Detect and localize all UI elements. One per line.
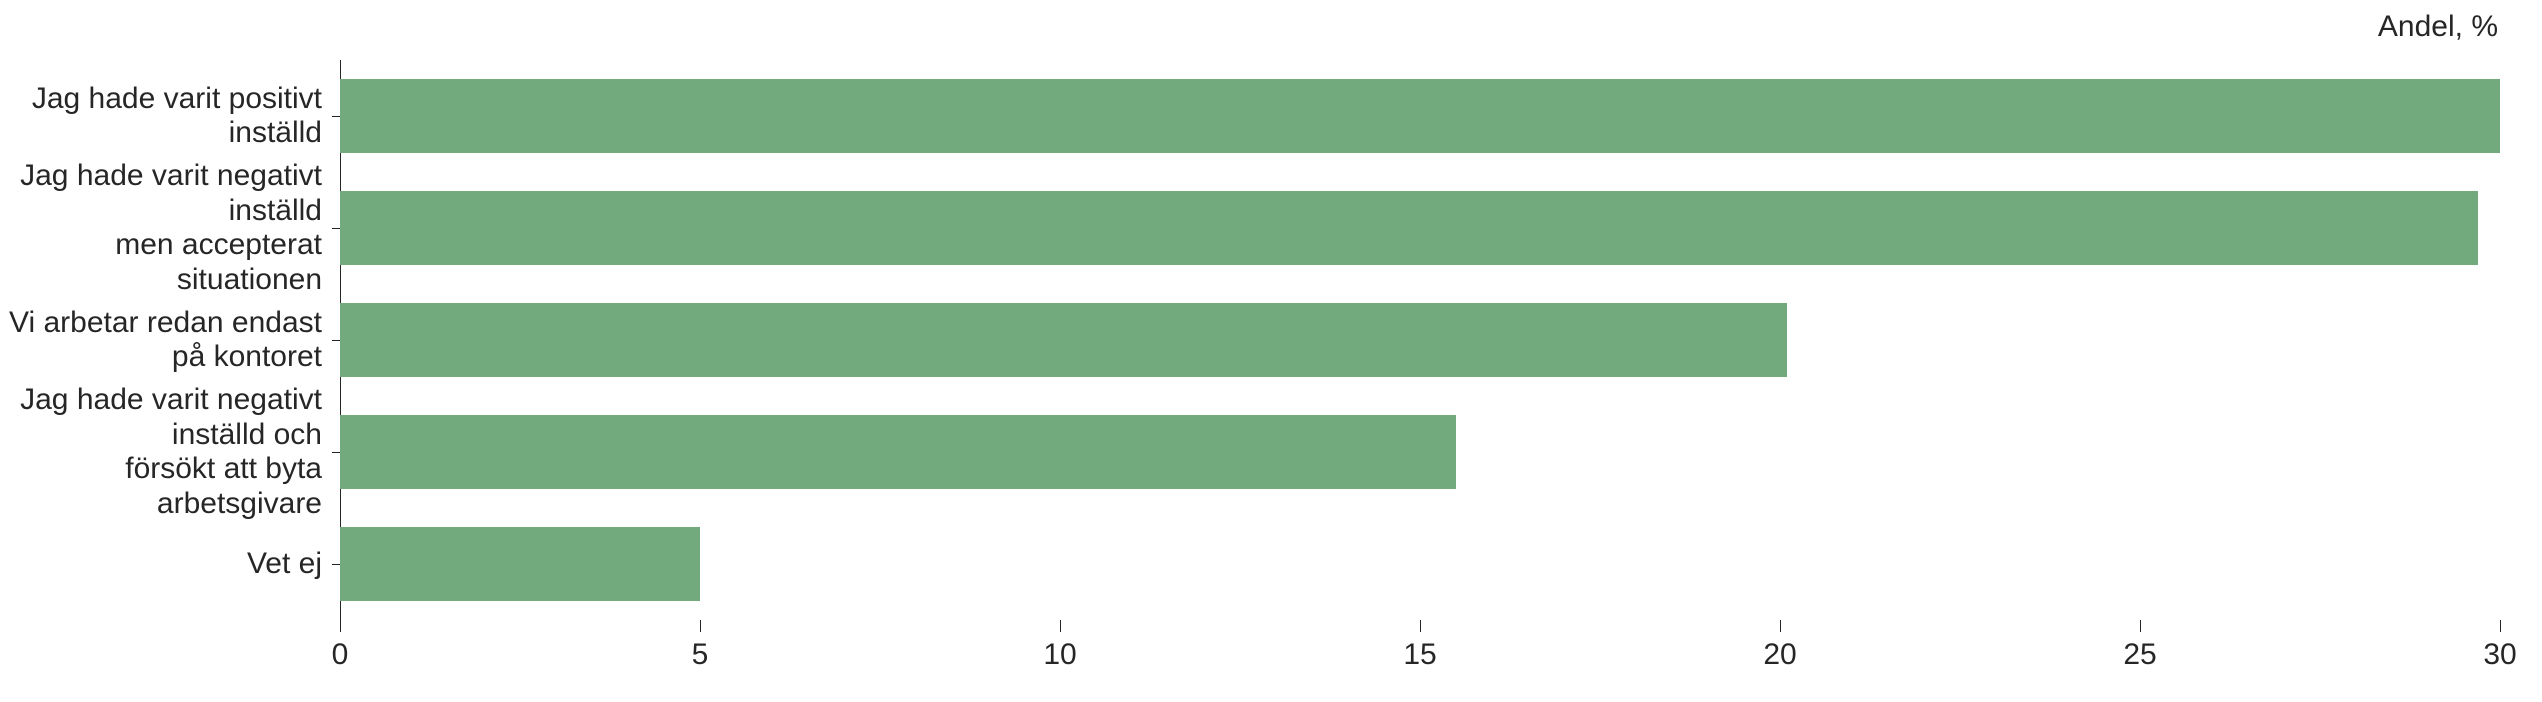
x-tick: 15 bbox=[1420, 620, 1421, 632]
x-tick-label: 0 bbox=[332, 638, 349, 672]
plot-area: Jag hade varit positivt inställdJag hade… bbox=[340, 60, 2500, 620]
bar-chart: Andel, % Jag hade varit positivt inställ… bbox=[0, 0, 2542, 702]
bar bbox=[340, 415, 1456, 489]
bar bbox=[340, 191, 2478, 265]
x-tick-label: 20 bbox=[1763, 638, 1796, 672]
bar-row: Vet ej bbox=[340, 508, 2500, 620]
x-tick-mark bbox=[2140, 620, 2141, 632]
x-tick-label: 15 bbox=[1403, 638, 1436, 672]
x-tick: 0 bbox=[340, 620, 341, 632]
x-tick: 25 bbox=[2140, 620, 2141, 632]
x-tick-mark bbox=[1780, 620, 1781, 632]
x-tick-label: 25 bbox=[2123, 638, 2156, 672]
x-tick: 10 bbox=[1060, 620, 1061, 632]
bar-row: Jag hade varit negativt inställd ochförs… bbox=[340, 396, 2500, 508]
x-tick-label: 30 bbox=[2483, 638, 2516, 672]
chart-title: Andel, % bbox=[2378, 10, 2498, 44]
bar bbox=[340, 303, 1787, 377]
bar-row: Jag hade varit positivt inställd bbox=[340, 60, 2500, 172]
bar-label: Vi arbetar redan endast på kontoret bbox=[0, 306, 340, 375]
x-tick-mark bbox=[2500, 620, 2501, 632]
bar-row: Jag hade varit negativt inställdmen acce… bbox=[340, 172, 2500, 284]
bar-label: Vet ej bbox=[0, 547, 340, 582]
bar bbox=[340, 79, 2500, 153]
x-tick-label: 5 bbox=[692, 638, 709, 672]
x-axis: 0 5 10 15 20 25 30 bbox=[340, 620, 2500, 680]
bar-label: Jag hade varit negativt inställd ochförs… bbox=[0, 383, 340, 521]
x-tick-mark bbox=[1420, 620, 1421, 632]
x-tick: 30 bbox=[2500, 620, 2501, 632]
x-tick: 5 bbox=[700, 620, 701, 632]
x-tick-mark bbox=[700, 620, 701, 632]
bar-row: Vi arbetar redan endast på kontoret bbox=[340, 284, 2500, 396]
bar bbox=[340, 527, 700, 601]
x-tick-mark bbox=[340, 620, 341, 632]
x-tick: 20 bbox=[1780, 620, 1781, 632]
x-tick-mark bbox=[1060, 620, 1061, 632]
x-tick-label: 10 bbox=[1043, 638, 1076, 672]
bar-label: Jag hade varit positivt inställd bbox=[0, 82, 340, 151]
bar-label: Jag hade varit negativt inställdmen acce… bbox=[0, 159, 340, 297]
